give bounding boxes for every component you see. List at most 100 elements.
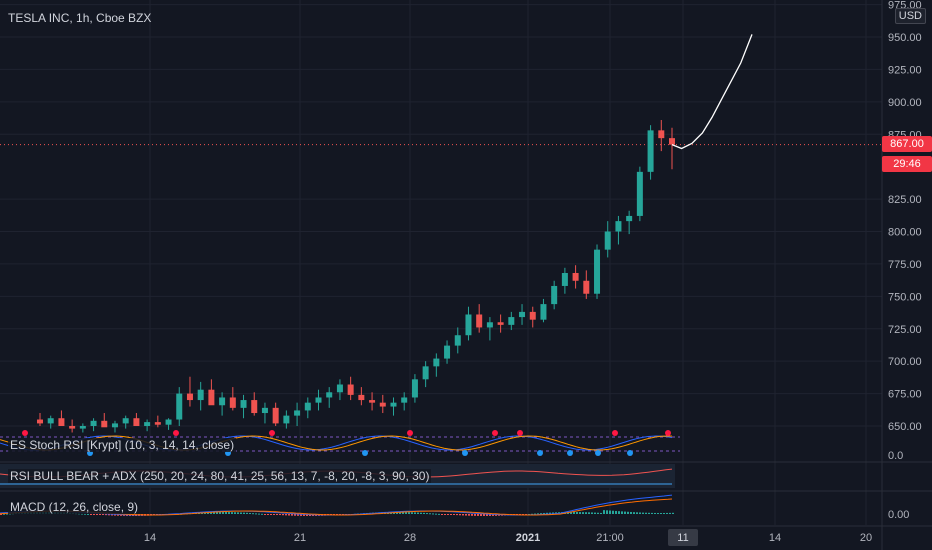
stoch-d-line [0,435,673,451]
macd-histogram-bar [660,512,662,514]
price-tick-label: 950.00 [888,32,922,44]
price-tick-label: 900.00 [888,97,922,109]
candle-body [551,285,558,305]
time-cursor-label: 11 [677,532,688,544]
macd-histogram-bar [114,514,116,516]
time-tick-label: 28 [404,532,416,544]
macd-histogram-bar [405,512,407,514]
macd-histogram-bar [285,514,287,516]
price-tick-label: 775.00 [888,259,922,271]
macd-axis-label: 0.00 [888,509,909,521]
macd-histogram-bar [630,511,632,514]
macd-histogram-bar [3,513,5,515]
candle-body [219,397,226,406]
stoch-rsi-label[interactable]: ES Stoch RSI [Krypt] (10, 3, 14, 14, clo… [8,438,237,452]
macd-histogram-bar [276,514,278,515]
candle-body [304,402,311,411]
macd-histogram-bar [591,512,593,514]
macd-histogram-bar [270,514,272,515]
macd-histogram-bar [297,514,299,516]
macd-label[interactable]: MACD (12, 26, close, 9) [8,500,141,514]
macd-histogram-bar [573,512,575,514]
macd-histogram-bar [420,512,422,514]
candle-body [326,392,333,398]
macd-histogram-bar [306,514,308,516]
time-tick-label: 14 [769,532,781,544]
stoch-buy-dot [537,450,543,456]
stoch-sell-dot [173,430,179,436]
macd-histogram-bar [483,514,485,516]
candle-body [261,407,268,414]
macd-histogram-bar [570,512,572,514]
macd-histogram-bar [636,512,638,514]
macd-histogram-bar [228,512,230,514]
stoch-axis-label: 0.0 [888,450,903,462]
macd-histogram-bar [426,513,428,515]
macd-histogram-bar [282,514,284,516]
macd-histogram-bar [627,511,629,514]
macd-histogram-bar [294,514,296,516]
stoch-buy-dot [567,450,573,456]
stoch-buy-dot [462,450,468,456]
currency-selector[interactable]: USD [894,8,926,24]
macd-histogram-bar [423,512,425,514]
candle-body [369,400,376,403]
macd-histogram-bar [219,512,221,514]
macd-histogram-bar [216,512,218,514]
candle-body [476,314,483,328]
candle-body [358,394,365,401]
macd-histogram-bar [417,512,419,514]
macd-histogram-bar [207,512,209,514]
candle-body [604,231,611,250]
macd-histogram-bar [600,512,602,514]
macd-histogram-bar [594,512,596,514]
current-price-tag: 867.00 [882,136,932,152]
candle-body [422,366,429,380]
macd-histogram-bar [225,512,227,514]
macd-histogram-bar [81,513,83,515]
candle-body [454,335,461,346]
macd-histogram-bar [96,514,98,515]
macd-histogram-bar [666,512,668,514]
macd-histogram-bar [624,511,626,514]
macd-histogram-bar [300,514,302,516]
rsi-bull-bear-label[interactable]: RSI BULL BEAR + ADX (250, 20, 24, 80, 41… [8,469,432,483]
macd-histogram-bar [432,513,434,515]
candle-body [647,130,654,172]
macd-histogram-bar [435,513,437,515]
price-tick-label: 675.00 [888,389,922,401]
macd-histogram-bar [456,514,458,516]
candle-body [497,322,504,325]
macd-histogram-bar [222,512,224,514]
stoch-sell-dot [22,430,28,436]
macd-histogram-bar [492,514,494,516]
macd-histogram-bar [453,514,455,515]
macd-histogram-bar [273,514,275,515]
macd-histogram-bar [291,514,293,516]
macd-histogram-bar [486,514,488,516]
macd-histogram-bar [252,513,254,515]
projection-curve [671,34,753,150]
macd-histogram-bar [633,512,635,514]
time-tick-label: 21 [294,532,306,544]
macd-histogram-bar [609,510,611,514]
macd-histogram-bar [240,512,242,514]
macd-histogram-bar [645,512,647,514]
candle-body [583,280,590,294]
time-cursor-marker [668,529,698,546]
macd-histogram-bar [642,512,644,514]
macd-histogram-bar [414,512,416,514]
macd-histogram-bar [621,511,623,514]
macd-histogram-bar [237,512,239,514]
stoch-sell-dot [665,430,671,436]
macd-histogram-bar [537,513,539,515]
macd-histogram-bar [534,513,536,515]
macd-histogram-bar [654,512,656,514]
stoch-buy-dot [362,450,368,456]
macd-histogram-bar [531,513,533,515]
candle-body [465,314,472,336]
candle-body [176,393,183,420]
candle-body [101,420,108,428]
macd-histogram-bar [606,510,608,514]
